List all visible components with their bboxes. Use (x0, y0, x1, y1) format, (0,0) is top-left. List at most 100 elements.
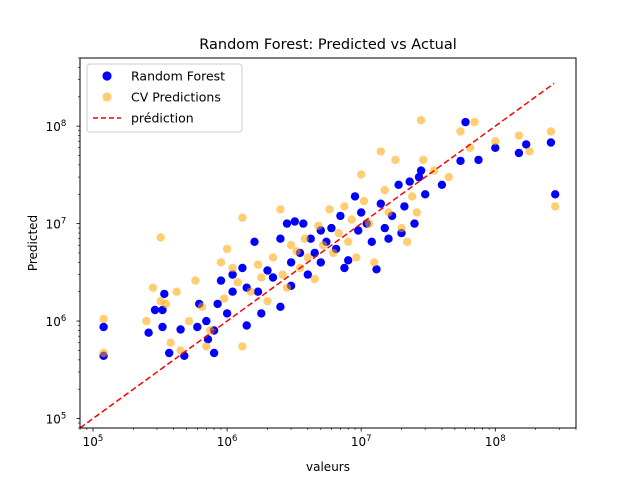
random-forest-point (416, 166, 426, 175)
random-forest-point (380, 223, 389, 233)
random-forest-point (437, 180, 447, 189)
cv-prediction-point (408, 192, 417, 201)
random-forest-point (216, 276, 226, 285)
random-forest-point (202, 316, 211, 326)
cv-prediction-point (525, 147, 534, 156)
cv-prediction-point (219, 294, 229, 303)
random-forest-point (250, 237, 259, 246)
random-forest-point (165, 348, 174, 358)
random-forest-point (376, 199, 385, 208)
cv-prediction-point (156, 233, 165, 242)
random-forest-point (394, 180, 403, 189)
cv-prediction-point (172, 287, 181, 296)
cv-prediction-point (470, 117, 479, 127)
random-forest-point (306, 234, 315, 243)
random-forest-point (238, 263, 247, 273)
cv-prediction-point (329, 248, 338, 258)
cv-prediction-point (166, 338, 175, 347)
random-forest-point (150, 305, 160, 315)
random-forest-point (474, 155, 483, 165)
plot-area (79, 82, 560, 429)
random-forest-point (357, 208, 366, 217)
random-forest-point (242, 321, 251, 330)
random-forest-point (546, 138, 556, 147)
random-forest-point (213, 299, 222, 309)
cv-prediction-point (310, 274, 319, 284)
cv-prediction-point (99, 314, 108, 324)
cv-prediction-point (253, 260, 263, 269)
cv-prediction-point (391, 155, 400, 165)
random-forest-point (176, 325, 185, 334)
cv-prediction-point (412, 208, 421, 217)
random-forest-point (209, 348, 219, 358)
random-forest-point (276, 302, 285, 311)
random-forest-point (491, 143, 500, 152)
random-forest-point (514, 148, 524, 158)
cv-prediction-point (148, 283, 158, 292)
x-axis-label: valeurs (306, 460, 350, 474)
cv-prediction-point (359, 196, 369, 206)
cv-prediction-point (347, 215, 356, 224)
chart-title: Random Forest: Predicted vs Actual (199, 37, 456, 53)
cv-prediction-point (268, 253, 278, 262)
random-forest-point (222, 309, 232, 318)
cv-prediction-point (278, 270, 287, 279)
cv-prediction-point (228, 263, 237, 273)
cv-prediction-point (263, 297, 272, 306)
random-forest-point (367, 237, 376, 246)
cv-prediction-point (344, 237, 353, 246)
random-forest-point (327, 223, 336, 233)
random-forest-point (340, 263, 349, 273)
cv-prediction-point (419, 155, 428, 165)
random-forest-point (456, 156, 465, 166)
random-forest-point (158, 305, 167, 315)
random-forest-point (299, 219, 308, 228)
cv-prediction-point (376, 147, 385, 156)
cv-prediction-point (514, 131, 524, 140)
plot-frame (79, 57, 577, 429)
cv-prediction-point (384, 208, 393, 217)
random-forest-point (522, 140, 531, 149)
cv-prediction-point (257, 273, 266, 282)
cv-prediction-point (416, 116, 426, 125)
legend-label: CV Predictions (131, 90, 221, 105)
cv-prediction-point (357, 170, 366, 179)
legend: Random Forest CV Predictions prédiction (86, 63, 243, 133)
random-forest-point (193, 322, 202, 332)
cv-prediction-point (238, 213, 247, 222)
legend-box (86, 63, 243, 133)
cv-prediction-point (352, 253, 361, 262)
cv-prediction-point (184, 316, 194, 326)
random-forest-point (144, 328, 153, 337)
cv-prediction-point (292, 247, 301, 256)
cv-prediction-point (276, 205, 285, 214)
cv-prediction-point (318, 241, 328, 250)
random-forest-point (286, 258, 296, 267)
random-forest-point (354, 226, 363, 235)
random-forest-point (290, 217, 299, 226)
cv-prediction-point (238, 342, 247, 351)
random-forest-point (99, 322, 108, 332)
random-forest-point (551, 190, 560, 199)
cv-prediction-point (456, 127, 465, 136)
cv-prediction-point (303, 253, 312, 262)
cv-prediction-point (191, 276, 200, 285)
cv-prediction-point (216, 258, 226, 267)
cv-prediction-point (282, 283, 292, 292)
cv-prediction-point (99, 348, 108, 358)
cv-prediction-point (222, 244, 232, 254)
random-forest-point (253, 287, 263, 296)
random-forest-point (276, 234, 285, 243)
random-forest-point (263, 266, 272, 275)
cv-prediction-point (246, 287, 255, 296)
random-forest-point (461, 117, 470, 127)
cv-prediction-point (161, 299, 171, 309)
random-forest-point (414, 172, 424, 182)
cv-prediction-point (444, 172, 453, 182)
legend-label: Random Forest (131, 69, 225, 84)
random-forest-point (372, 265, 381, 274)
random-forest-point (405, 177, 414, 186)
cv-prediction-point (491, 137, 500, 146)
